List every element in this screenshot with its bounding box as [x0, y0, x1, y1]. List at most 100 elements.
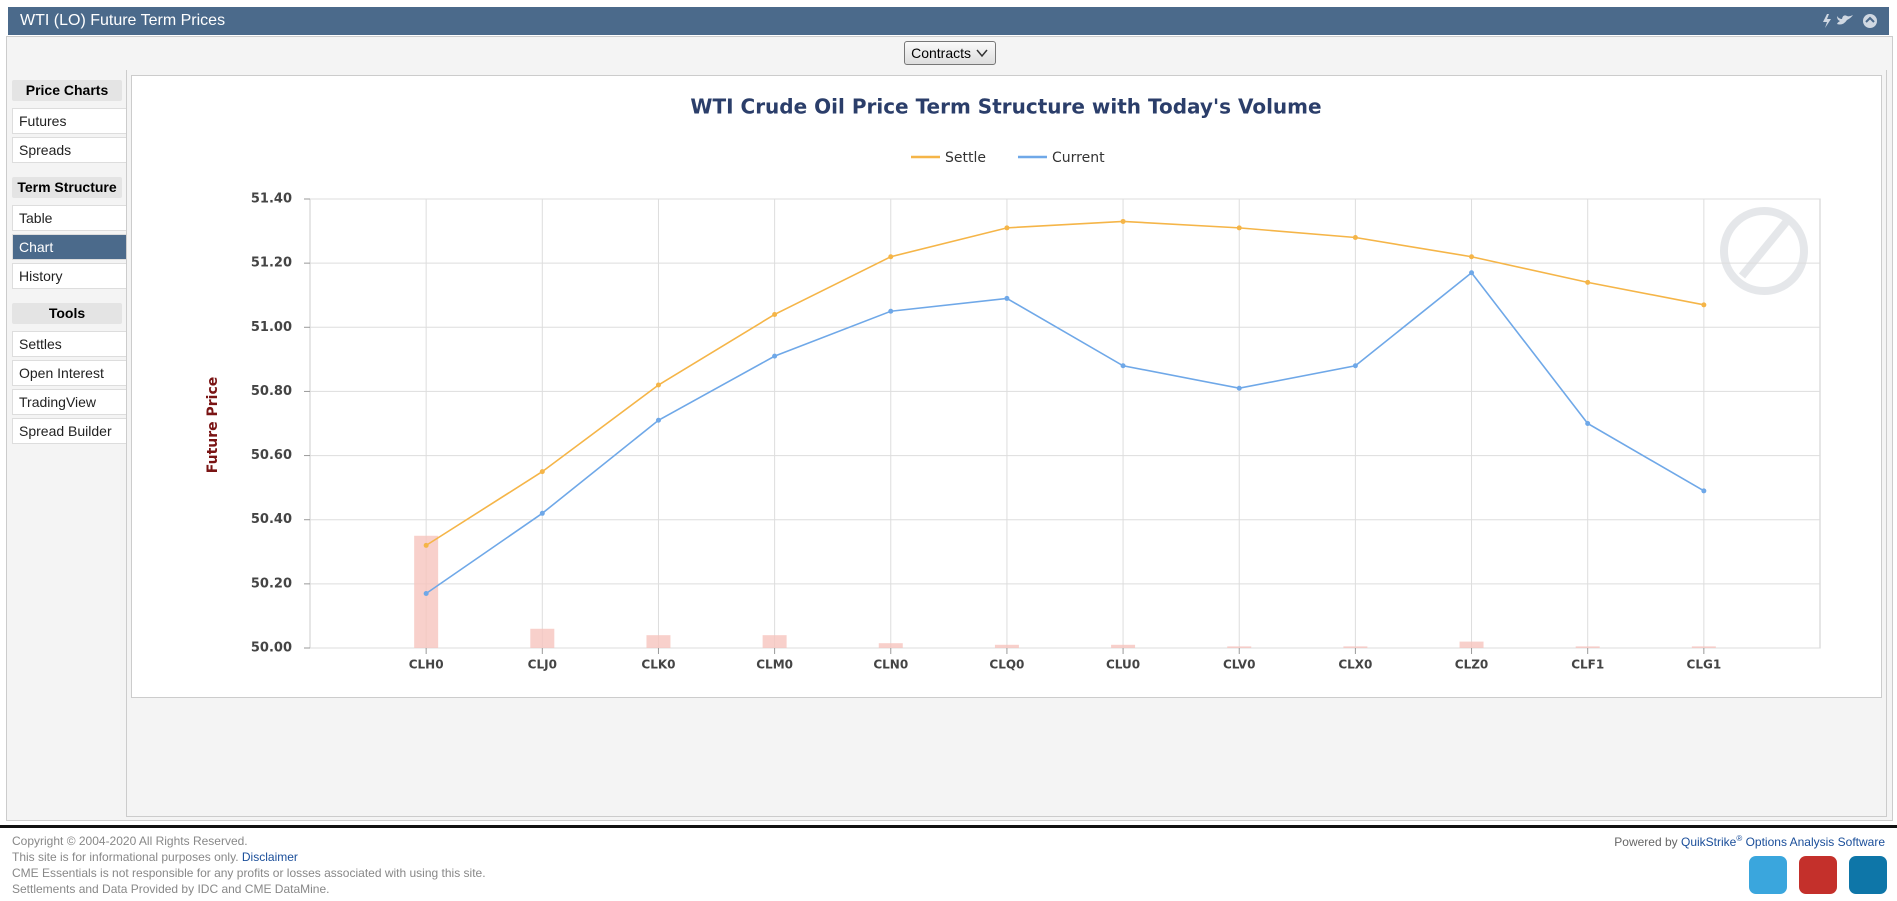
data-point	[1585, 279, 1591, 285]
legend-label: Settle	[945, 150, 986, 166]
info-text: This site is for informational purposes …	[12, 850, 239, 864]
nav-item[interactable]: Spreads	[12, 137, 126, 163]
data-point	[539, 510, 545, 516]
data-point	[1236, 385, 1242, 391]
volume-bar	[1691, 646, 1716, 648]
volume-bar	[994, 644, 1019, 648]
nav-heading: Price Charts	[12, 80, 122, 101]
x-tick-label: CLK0	[641, 658, 675, 672]
nav-item[interactable]: Open Interest	[12, 360, 126, 386]
collapse-arrow	[1865, 16, 1875, 23]
y-tick-label: 50.60	[251, 448, 292, 463]
volume-bar	[878, 643, 903, 648]
y-axis-title: Future Price	[205, 377, 221, 474]
linkedin-button[interactable]	[1849, 856, 1887, 894]
nav-section: Term Structure Table Chart History	[12, 177, 126, 289]
powered-by: Powered by QuikStrike® Options Analysis …	[1614, 834, 1885, 849]
nav-heading: Term Structure	[12, 177, 122, 198]
data-point	[1469, 270, 1475, 276]
brand-mark: ®	[1736, 834, 1743, 843]
y-tick-label: 51.20	[251, 256, 292, 271]
nav-item[interactable]: Settles	[12, 331, 126, 357]
y-tick-label: 50.20	[251, 576, 292, 591]
x-tick-label: CLV0	[1223, 658, 1255, 672]
y-tick-label: 51.00	[251, 320, 292, 335]
volume-bar	[1111, 644, 1136, 648]
volume-bar	[1227, 646, 1252, 648]
nav-item[interactable]: Chart	[12, 234, 126, 260]
data-point	[1004, 295, 1010, 301]
page-title: WTI (LO) Future Term Prices	[20, 12, 226, 29]
x-tick-label: CLX0	[1338, 658, 1372, 672]
data-point	[1004, 225, 1010, 231]
data-point	[655, 382, 661, 388]
series-line	[425, 271, 1705, 595]
data-point	[888, 308, 894, 314]
button-label: Contracts	[911, 45, 972, 61]
chart-title: WTI Crude Oil Price Term Structure with …	[690, 95, 1321, 119]
nav-item[interactable]: Spread Builder	[12, 418, 126, 444]
brand-suffix: Options Analysis Software	[1745, 835, 1885, 849]
nav-item[interactable]: Table	[12, 205, 126, 231]
sidebar: Price Charts Futures Spreads Term Structure…	[12, 80, 126, 458]
data-point	[772, 311, 778, 317]
nav-section: Price Charts Futures Spreads	[12, 80, 126, 163]
nav-item[interactable]: TradingView	[12, 389, 126, 415]
volume-bar	[1575, 646, 1600, 648]
y-tick-label: 50.00	[251, 641, 292, 656]
data-point	[1236, 225, 1242, 231]
volume-bar	[646, 635, 671, 648]
data-point	[1120, 218, 1126, 224]
volume-bar	[762, 635, 787, 648]
header-icons	[1823, 14, 1877, 28]
volume-bar	[530, 628, 555, 648]
x-tick-label: CLN0	[873, 658, 908, 672]
collapse-icon[interactable]	[1863, 14, 1877, 28]
x-tick-label: CLQ0	[989, 658, 1024, 672]
x-tick-label: CLJ0	[528, 658, 557, 672]
flash-icon[interactable]	[1823, 14, 1831, 28]
x-tick-label: CLG1	[1687, 658, 1722, 672]
volume-bar	[1343, 646, 1368, 648]
x-tick-label: CLM0	[756, 658, 793, 672]
contracts-button[interactable]: Contracts	[904, 41, 996, 65]
data-point	[1352, 363, 1358, 369]
y-tick-label: 51.40	[251, 192, 292, 207]
data-point	[423, 542, 429, 548]
series-line	[425, 220, 1704, 547]
info-line: This site is for informational purposes …	[12, 850, 298, 864]
data-point	[772, 353, 778, 359]
volume-bar	[1459, 641, 1484, 648]
data-point	[655, 417, 661, 423]
nav-item[interactable]: History	[12, 263, 126, 289]
data-point	[423, 590, 429, 596]
twitter-button[interactable]	[1749, 856, 1787, 894]
youtube-button[interactable]	[1799, 856, 1837, 894]
footer: Copyright © 2004-2020 All Rights Reserve…	[0, 825, 1897, 901]
watermark	[1720, 207, 1808, 295]
disclaimer-link[interactable]: Disclaimer	[241, 850, 298, 864]
data-point	[888, 254, 894, 260]
brand-link[interactable]: QuikStrike® Options Analysis Software	[1680, 834, 1885, 849]
data-point	[1120, 363, 1126, 369]
brand: QuikStrike	[1680, 835, 1737, 849]
data-point	[539, 469, 545, 475]
social-icons	[1749, 856, 1887, 894]
data-point	[1352, 234, 1358, 240]
chevron	[976, 49, 988, 58]
header-bar: WTI (LO) Future Term Prices	[8, 7, 1889, 35]
nav-section: Tools Settles Open Interest TradingView Spre…	[12, 303, 126, 444]
x-tick-label: CLH0	[409, 658, 444, 672]
nav-item[interactable]: Futures	[12, 108, 126, 134]
data-point	[1701, 302, 1707, 308]
nav-heading: Tools	[12, 303, 122, 324]
y-tick-label: 50.80	[251, 384, 292, 399]
powered-text: Powered by	[1614, 835, 1678, 849]
x-tick-label: CLF1	[1571, 658, 1604, 672]
data-point	[1701, 488, 1707, 494]
data-point	[1585, 421, 1591, 426]
responsibility: CME Essentials is not responsible for an…	[12, 866, 486, 880]
settlements: Settlements and Data Provided by IDC and…	[12, 882, 330, 896]
twitter-icon[interactable]	[1837, 15, 1853, 25]
